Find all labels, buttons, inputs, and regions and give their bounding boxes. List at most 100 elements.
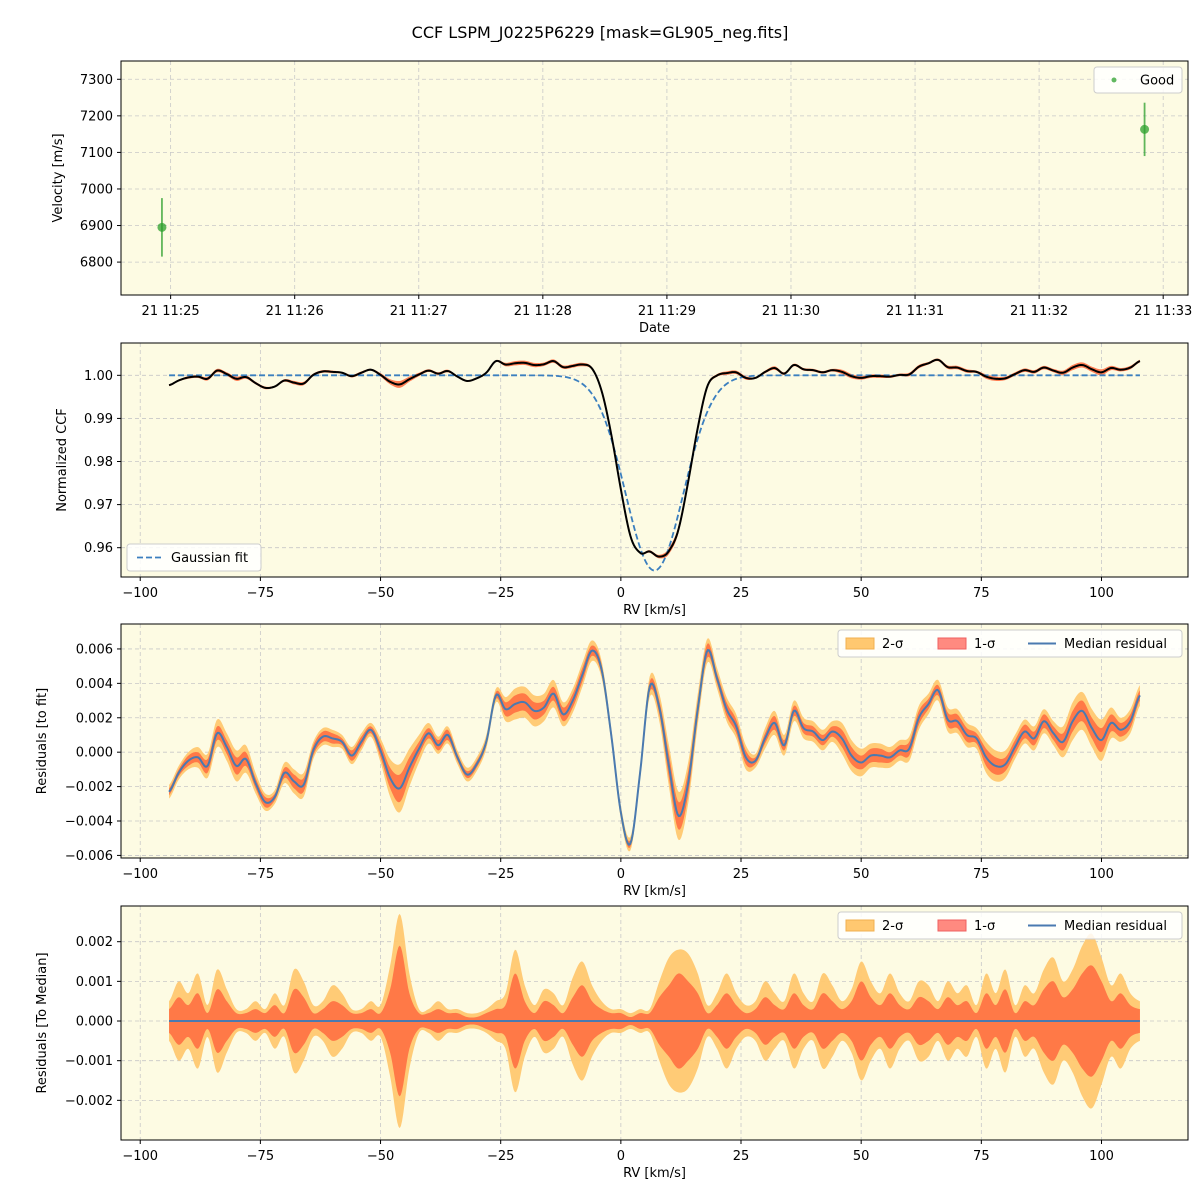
- sigma2-band: [169, 638, 1140, 852]
- x-tick-label: 21 11:30: [762, 304, 820, 319]
- plot-frame: [120, 342, 1189, 578]
- legend-good-label: Good: [1140, 74, 1174, 89]
- x-tick-label: 21 11:28: [514, 304, 572, 319]
- y-tick-label: 7100: [80, 146, 113, 161]
- x-axis-label: RV [km/s]: [623, 884, 686, 899]
- legend: Good: [1093, 66, 1183, 94]
- y-tick-label: 1.00: [84, 369, 113, 384]
- plot-content: [121, 624, 1188, 858]
- x-tick-label: 0: [617, 1149, 625, 1164]
- figure-title: CCF LSPM_J0225P6229 [mask=GL905_neg.fits…: [412, 23, 789, 43]
- panel-residuals-fit: −100 −75 −50 −25 0 25 50 75 100 −0.006 −0.004 −0.00…: [35, 623, 1189, 899]
- x-tick-label: 21 11:31: [886, 304, 944, 319]
- panel-ccf: −100 −75 −50 −25 0 25 50 75 100 0.96 0.97 0.98 0.99 1…: [55, 342, 1189, 618]
- x-tick-label: 50: [853, 867, 870, 882]
- x-tick-label: −100: [122, 586, 158, 601]
- x-tick-label: −75: [247, 586, 274, 601]
- plot-content: [121, 343, 1188, 577]
- plot-content: [121, 61, 1188, 295]
- x-tick-label: 75: [973, 586, 990, 601]
- y-tick-label: −0.002: [65, 780, 113, 795]
- chart-panels: 21 11:25 21 11:26 21 11:27 21 11:28 21 11:29…: [35, 60, 1192, 1181]
- x-tick-label: −100: [122, 1149, 158, 1164]
- x-tick-label: 100: [1089, 586, 1114, 601]
- x-tick-label: 21 11:33: [1134, 304, 1192, 319]
- x-tick-label: −50: [367, 1149, 394, 1164]
- y-axis-label: Residuals [To Median]: [35, 952, 50, 1093]
- legend-sigma1-swatch: [937, 637, 967, 650]
- y-tick-label: −0.002: [65, 1094, 113, 1109]
- x-tick-label: −25: [487, 1149, 514, 1164]
- x-tick-label: −100: [122, 867, 158, 882]
- x-tick-label: 25: [733, 867, 750, 882]
- panel-residuals-median: −100 −75 −50 −25 0 25 50 75 100 −0.002 −0.001 0.000…: [35, 905, 1189, 1181]
- x-tick-label: −75: [247, 1149, 274, 1164]
- plot-frame: [120, 60, 1189, 296]
- x-tick-label: −50: [367, 586, 394, 601]
- y-tick-label: −0.001: [65, 1054, 113, 1069]
- y-tick-label: 0.96: [84, 541, 113, 556]
- y-tick-label: 7300: [80, 73, 113, 88]
- y-tick-label: 0.000: [76, 1015, 113, 1030]
- x-axis-label: RV [km/s]: [623, 1166, 686, 1181]
- x-tick-label: 21 11:29: [638, 304, 696, 319]
- y-tick-label: 0.000: [76, 746, 113, 761]
- panel-velocity: 21 11:25 21 11:26 21 11:27 21 11:28 21 11:29…: [51, 60, 1192, 336]
- y-tick-label: 6800: [80, 256, 113, 271]
- y-tick-label: 0.004: [76, 677, 113, 692]
- x-tick-label: 0: [617, 586, 625, 601]
- x-tick-label: 25: [733, 586, 750, 601]
- x-axis-label: Date: [639, 321, 670, 336]
- x-tick-label: 21 11:25: [142, 304, 200, 319]
- y-axis-label: Normalized CCF: [55, 408, 70, 512]
- legend-sigma1-label: 1-σ: [974, 637, 995, 652]
- plot-frame: [120, 623, 1189, 859]
- y-tick-label: −0.004: [65, 815, 113, 830]
- y-tick-label: −0.006: [65, 849, 113, 864]
- y-axis-label: Velocity [m/s]: [51, 133, 66, 222]
- y-axis-label: Residuals [to fit]: [35, 688, 50, 794]
- x-tick-label: −25: [487, 586, 514, 601]
- legend-box: [837, 911, 1183, 940]
- y-tick-label: 7200: [80, 109, 113, 124]
- legend-sigma1-swatch: [937, 919, 967, 932]
- y-tick-label: 0.002: [76, 711, 113, 726]
- good-point: [1140, 124, 1150, 134]
- x-tick-label: −50: [367, 867, 394, 882]
- sigma1-band: [169, 643, 1140, 849]
- plot-area: [121, 343, 1188, 577]
- x-tick-label: 50: [853, 586, 870, 601]
- legend-box: [837, 629, 1183, 658]
- y-tick-label: 0.97: [84, 498, 113, 513]
- legend: Gaussian fit: [126, 543, 262, 572]
- y-tick-label: 0.006: [76, 642, 113, 657]
- good-point: [157, 222, 167, 232]
- median-residual-line: [168, 648, 1141, 846]
- legend-sigma2-swatch: [845, 919, 875, 932]
- y-tick-label: 7000: [80, 182, 113, 197]
- y-tick-label: 0.002: [76, 935, 113, 950]
- x-tick-label: 25: [733, 1149, 750, 1164]
- y-tick-label: 0.98: [84, 455, 113, 470]
- x-tick-label: 75: [973, 1149, 990, 1164]
- x-tick-label: 21 11:32: [1010, 304, 1068, 319]
- y-tick-label: 0.001: [76, 975, 113, 990]
- legend-fit-label: Gaussian fit: [171, 551, 248, 566]
- legend-median-label: Median residual: [1064, 919, 1167, 934]
- plot-content: [121, 906, 1188, 1140]
- legend-box: [1093, 66, 1183, 94]
- legend: 2-σ 1-σ Median residual: [837, 629, 1183, 658]
- x-tick-label: 100: [1089, 1149, 1114, 1164]
- legend-sigma2-label: 2-σ: [882, 637, 903, 652]
- legend-sigma2-label: 2-σ: [882, 919, 903, 934]
- plot-area: [121, 61, 1188, 295]
- x-tick-label: 21 11:26: [266, 304, 324, 319]
- x-tick-label: 75: [973, 867, 990, 882]
- x-tick-label: 100: [1089, 867, 1114, 882]
- plot-area: [121, 624, 1188, 858]
- x-tick-label: −25: [487, 867, 514, 882]
- y-tick-label: 6900: [80, 219, 113, 234]
- legend-sigma2-swatch: [845, 637, 875, 650]
- legend: 2-σ 1-σ Median residual: [837, 911, 1183, 940]
